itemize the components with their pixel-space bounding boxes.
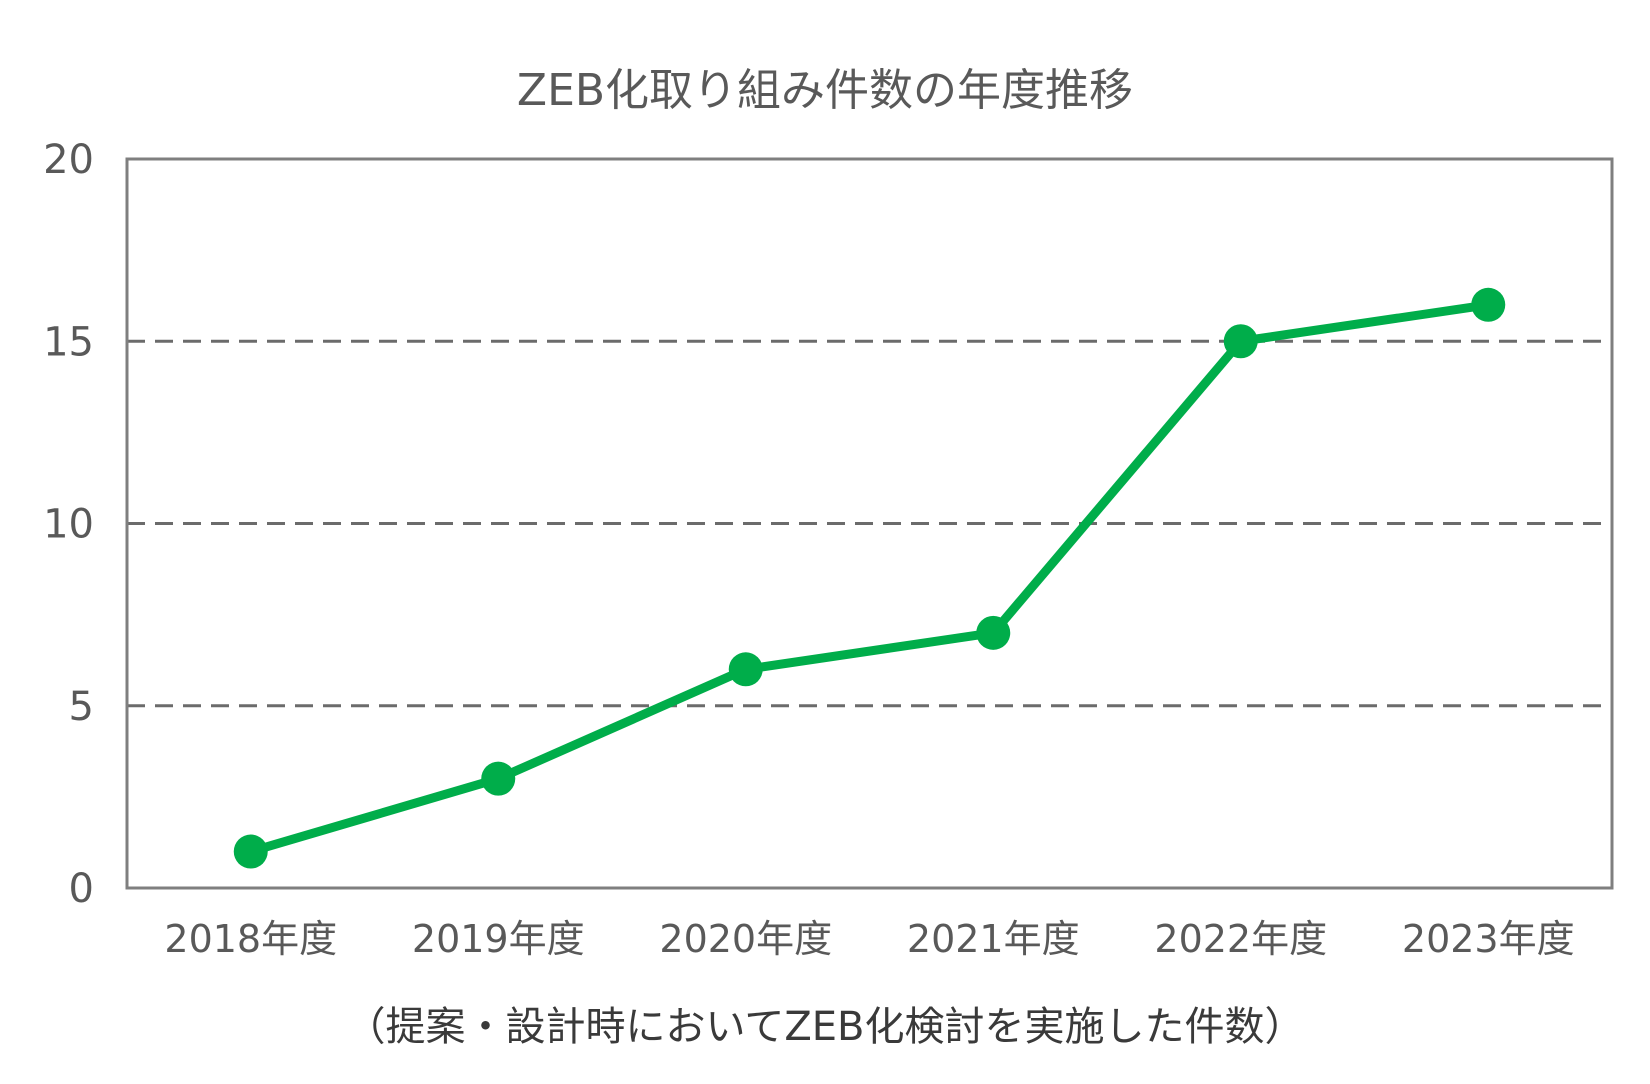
x-tick-label: 2020年度 bbox=[659, 917, 832, 961]
chart-note: （提案・設計時においてZEB化検討を実施した件数） bbox=[346, 1004, 1305, 1050]
x-tick-label: 2018年度 bbox=[164, 917, 337, 961]
data-point bbox=[976, 615, 1011, 650]
series-line bbox=[246, 300, 1493, 857]
y-tick-label: 0 bbox=[69, 866, 94, 912]
chart-title: ZEB化取り組み件数の年度推移 bbox=[517, 65, 1133, 116]
x-tick-label: 2019年度 bbox=[412, 917, 585, 961]
y-tick-label: 5 bbox=[69, 684, 94, 730]
data-point bbox=[1223, 324, 1258, 359]
y-axis-ticks: 0 5 10 15 20 bbox=[43, 137, 94, 912]
y-tick-label: 15 bbox=[43, 319, 94, 365]
data-point bbox=[728, 652, 763, 687]
data-point bbox=[233, 834, 268, 869]
series-main bbox=[233, 287, 1506, 869]
y-tick-label: 20 bbox=[43, 137, 94, 183]
x-axis-ticks: 2018年度 2019年度 2020年度 2021年度 2022年度 2023年度 bbox=[164, 917, 1574, 961]
x-tick-label: 2023年度 bbox=[1402, 917, 1575, 961]
grid-lines bbox=[127, 157, 1612, 708]
x-tick-label: 2021年度 bbox=[907, 917, 1080, 961]
y-tick-label: 10 bbox=[43, 502, 94, 548]
x-tick-label: 2022年度 bbox=[1154, 917, 1327, 961]
data-point bbox=[481, 761, 516, 796]
plot-area-border bbox=[125, 157, 1614, 890]
data-point bbox=[1471, 287, 1506, 322]
